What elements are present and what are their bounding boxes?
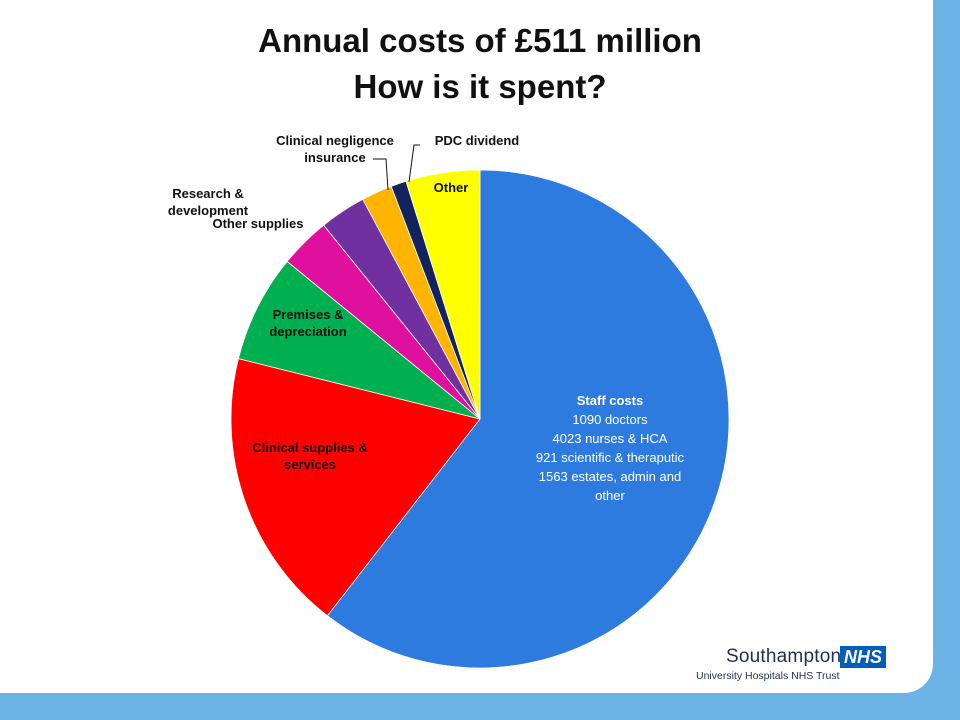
slice-label: Staff costs 1090 doctors 4023 nurses & HCA…	[536, 393, 685, 503]
slice-label: PDC dividend	[435, 133, 520, 148]
logo-trust-name: University Hospitals NHS Trust	[696, 670, 840, 682]
slice-label: Clinical supplies & services	[252, 440, 368, 472]
slice-label: Other supplies	[212, 216, 303, 231]
slice-label: Clinical negligence insurance	[276, 133, 394, 165]
leader-line	[373, 158, 389, 191]
pie-slice-premises-depreciation	[237, 260, 481, 420]
slide-title: Annual costs of £511 million How is it s…	[180, 18, 780, 110]
logo-name: Southampton	[726, 646, 842, 667]
leader-line	[408, 144, 420, 183]
right-accent-bar	[933, 0, 960, 720]
bottom-accent-bar	[0, 693, 960, 720]
trust-logo: Southampton NHS University Hospitals NHS…	[696, 644, 896, 684]
frame-corner	[904, 664, 960, 720]
pie-slice-staff-costs	[326, 169, 730, 669]
title-line-2: How is it spent?	[353, 68, 607, 105]
nhs-badge: NHS	[840, 646, 887, 668]
slice-label: Other	[434, 180, 469, 195]
pie-slice-other	[405, 169, 481, 420]
slice-label: Premises & depreciation	[269, 307, 346, 339]
slice-label: Research & development	[168, 186, 249, 218]
title-line-1: Annual costs of £511 million	[258, 22, 702, 59]
pie-slice-clinical-supplies-services	[230, 358, 481, 617]
